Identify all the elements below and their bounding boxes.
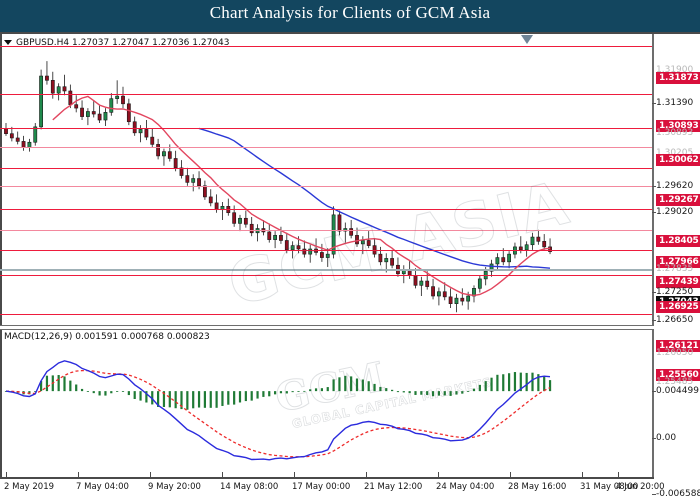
axis-tick (582, 472, 583, 478)
triangle-down-icon[interactable] (4, 40, 12, 45)
price-axis-label: 1.30062 (656, 154, 700, 166)
axis-tick (652, 103, 656, 104)
axis-tick (78, 472, 79, 478)
price-axis-label: 1.25560 (656, 369, 700, 381)
time-axis-label: 17 May 00:00 (292, 482, 351, 492)
price-axis-label: 1.30893 (656, 128, 694, 138)
window-title-bar: Chart Analysis for Clients of GCM Asia (0, 0, 700, 32)
axis-tick (652, 212, 656, 213)
axis-tick (652, 391, 656, 392)
price-axis-label: 1.27439 (656, 276, 700, 288)
axis-tick (510, 472, 511, 478)
price-axis-label: 1.27966 (656, 256, 700, 268)
axis-tick (222, 472, 223, 478)
price-axis-label: 1.27250 (656, 287, 694, 297)
axis-tick (652, 320, 656, 321)
level-line (0, 186, 652, 187)
level-line (0, 168, 652, 169)
current-price-line (0, 269, 652, 271)
time-axis-label: 28 May 16:00 (508, 482, 567, 492)
symbol-info-row: GBPUSD.H4 1.27037 1.27047 1.27036 1.2704… (4, 38, 229, 48)
price-axis-label: 1.29620 (656, 181, 694, 191)
level-line (0, 209, 652, 210)
time-axis-label: 4 Jun 20:00 (616, 482, 665, 492)
axis-tick (652, 292, 656, 293)
price-axis-label: -0.006588 (656, 489, 700, 499)
time-axis-label: 2 May 2019 (4, 482, 55, 492)
price-axis-label: 1.26121 (656, 340, 700, 352)
price-axis-label: 1.27835 (656, 264, 694, 274)
level-line (0, 46, 652, 47)
symbol-info-text: GBPUSD.H4 1.27037 1.27047 1.27036 1.2704… (16, 38, 230, 48)
price-axis-label: 1.29020 (656, 207, 694, 217)
price-axis-label: 1.30205 (656, 148, 694, 158)
level-line (0, 314, 652, 315)
axis-tick (652, 438, 656, 439)
price-axis-label: 1.31390 (656, 98, 694, 108)
price-axis-label: 1.31873 (656, 72, 700, 84)
level-line (0, 147, 652, 148)
price-axis-label: 1.26050 (656, 348, 694, 358)
axis-tick (366, 472, 367, 478)
level-line (0, 94, 652, 95)
time-axis-label: 9 May 20:00 (148, 482, 201, 492)
candlestick-series (4, 61, 552, 313)
price-axis-label: 1.31900 (656, 65, 694, 75)
time-axis-label: 14 May 08:00 (220, 482, 279, 492)
price-axis-label: 1.29267 (656, 194, 700, 206)
chart-top-marker-icon (521, 35, 533, 44)
level-line (0, 128, 652, 129)
price-axis-label: 0.004499 (656, 386, 699, 396)
level-line (0, 275, 652, 276)
price-pane[interactable]: GBPUSD.H4 1.27037 1.27047 1.27036 1.2704… (0, 34, 700, 326)
page-title: Chart Analysis for Clients of GCM Asia (209, 3, 491, 22)
price-axis-label: 1.28405 (656, 235, 700, 247)
chart-frame[interactable]: GBPUSD.H4 1.27037 1.27047 1.27036 1.2704… (0, 32, 700, 500)
price-axis-line (652, 34, 654, 477)
macd-series (4, 360, 552, 461)
time-axis-line (0, 477, 654, 479)
level-line (0, 230, 652, 231)
price-axis-label: 1.26925 (656, 301, 700, 313)
price-axis-label: 1.25485 (656, 377, 694, 387)
price-axis-label: 1.30893 (656, 120, 700, 132)
macd-info-row: MACD(12,26,9) 0.001591 0.000768 0.000823 (4, 332, 210, 342)
time-axis-label: 24 May 04:00 (436, 482, 495, 492)
chart-left-border (0, 34, 2, 479)
axis-tick (150, 472, 151, 478)
time-axis-label: 7 May 04:00 (76, 482, 129, 492)
axis-tick (6, 472, 7, 478)
level-line (0, 250, 652, 251)
axis-tick (294, 472, 295, 478)
axis-tick (652, 494, 656, 495)
price-axis-label: 1.26650 (656, 315, 694, 325)
axis-tick (618, 472, 619, 478)
price-axis-label: 0.00 (656, 433, 677, 443)
pane-separator (0, 325, 654, 330)
axis-tick (438, 472, 439, 478)
time-axis-label: 21 May 12:00 (364, 482, 423, 492)
macd-pane[interactable]: MACD(12,26,9) 0.001591 0.000768 0.000823 (0, 328, 700, 502)
axis-tick (652, 186, 656, 187)
time-axis-label: 31 May 08:00 (580, 482, 639, 492)
